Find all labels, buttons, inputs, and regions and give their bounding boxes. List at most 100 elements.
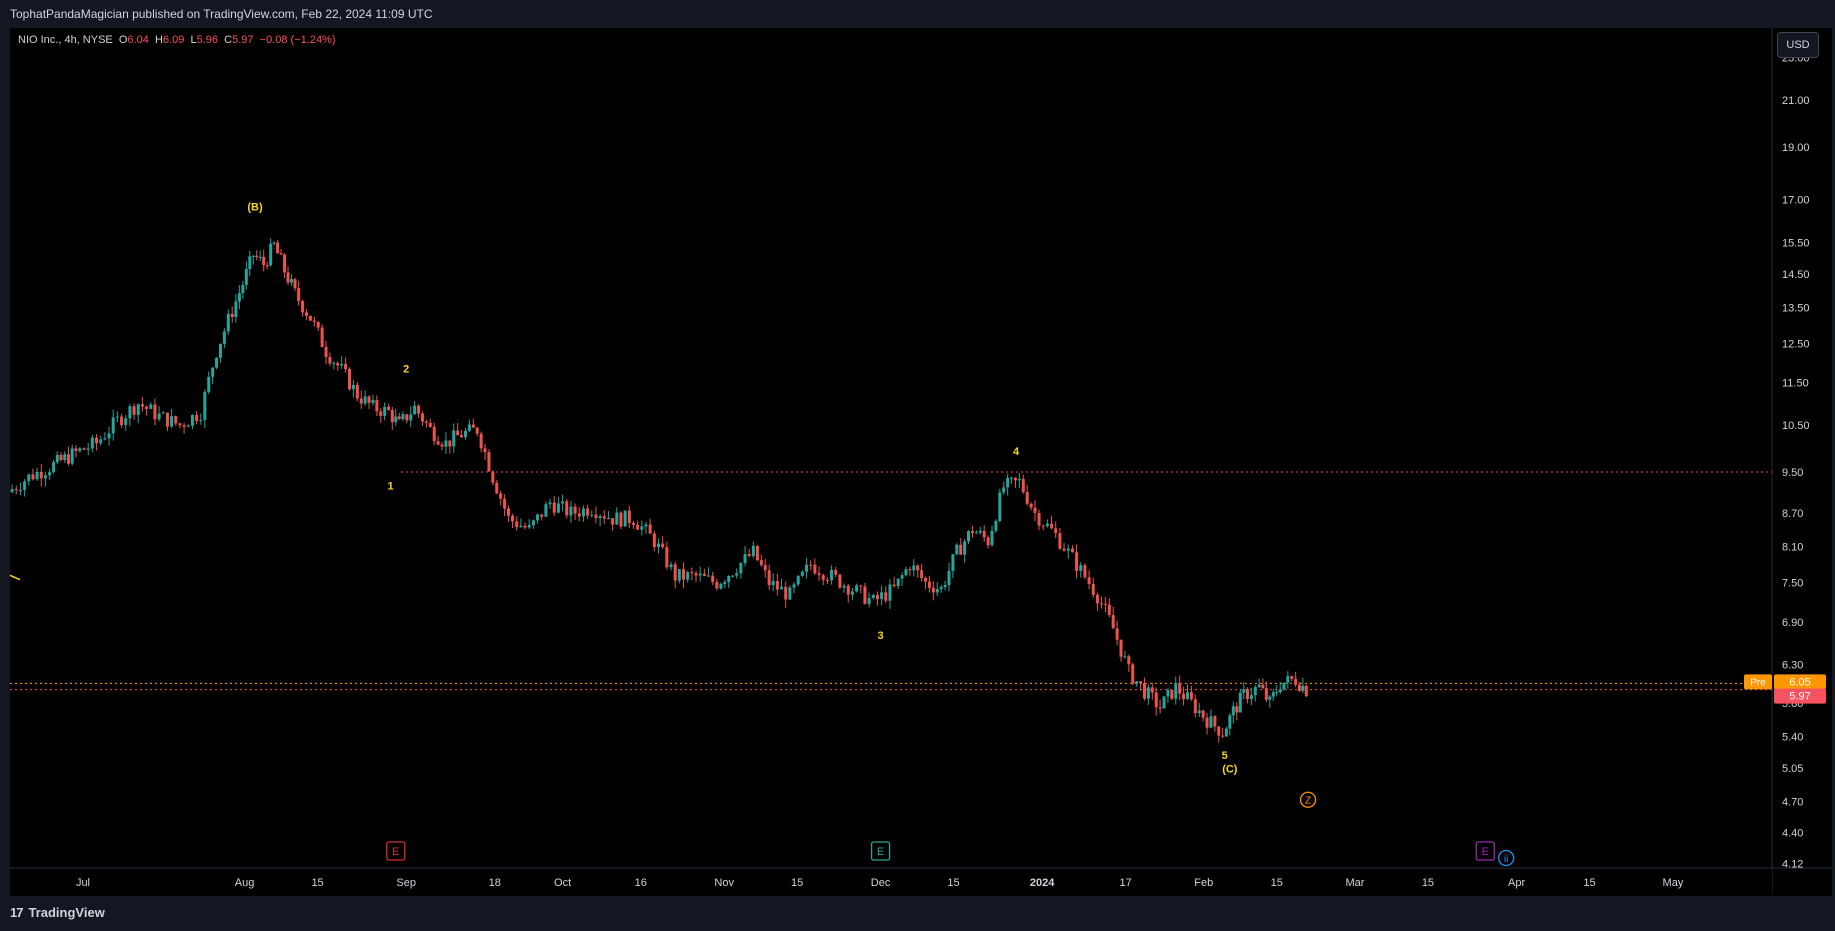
- candle-body: [99, 439, 103, 444]
- candle-body: [846, 585, 850, 595]
- dividend-marker-label: Z: [1305, 796, 1311, 807]
- candle-body: [531, 520, 535, 526]
- candles-group: [10, 238, 1308, 743]
- candle-body: [904, 569, 908, 576]
- time-tick-label: Feb: [1194, 877, 1213, 889]
- footer-bar: 17 TradingView: [0, 896, 1835, 931]
- candle-body: [1235, 706, 1239, 713]
- price-tick-label: 17.00: [1782, 194, 1810, 206]
- tradingview-logo-icon: 17: [10, 905, 24, 920]
- candle-body: [661, 543, 665, 548]
- candle-body: [959, 544, 963, 555]
- candle-body: [1209, 716, 1213, 728]
- price-tick-label: 15.50: [1782, 238, 1810, 250]
- candle-body: [974, 532, 978, 534]
- candle-body: [483, 448, 487, 453]
- candle-body: [241, 284, 245, 294]
- candle-body: [1231, 706, 1235, 716]
- candle-body: [611, 518, 615, 525]
- candle-body: [471, 424, 475, 428]
- price-tick-label: 6.30: [1782, 659, 1803, 671]
- candle-body: [199, 419, 203, 421]
- candle-body: [262, 256, 266, 266]
- candle-body: [943, 585, 947, 588]
- candle-body: [1189, 692, 1193, 700]
- candle-body: [207, 376, 211, 392]
- time-tick-label: 18: [489, 877, 501, 889]
- candle-body: [124, 418, 128, 425]
- candle-body: [10, 489, 14, 493]
- candle-body: [1045, 523, 1049, 526]
- tradingview-brand[interactable]: 17 TradingView: [10, 905, 105, 920]
- candle-body: [103, 438, 107, 440]
- candle-body: [1275, 692, 1279, 694]
- candle-body: [1174, 682, 1178, 699]
- candle-body: [283, 254, 287, 273]
- candle-body: [927, 581, 931, 588]
- candle-body: [304, 312, 308, 316]
- candle-body: [1228, 715, 1232, 729]
- candle-body: [871, 594, 875, 598]
- candle-body: [456, 430, 460, 436]
- candle-body: [747, 554, 751, 556]
- time-tick-label: Aug: [235, 877, 255, 889]
- candle-body: [195, 415, 199, 421]
- candle-body: [784, 586, 788, 600]
- candle-body: [800, 571, 804, 576]
- price-tick-label: 10.50: [1782, 420, 1810, 432]
- candle-body: [413, 405, 417, 415]
- candle-body: [43, 475, 47, 479]
- candle-body: [258, 256, 262, 258]
- candle-body: [491, 471, 495, 483]
- candle-body: [767, 570, 771, 586]
- candle-body: [1264, 688, 1268, 700]
- candle-body: [332, 363, 336, 365]
- wave-label: 2: [403, 363, 409, 375]
- candle-body: [970, 531, 974, 534]
- candle-body: [409, 414, 413, 421]
- candle-body: [312, 320, 316, 322]
- candle-body: [813, 564, 817, 574]
- candle-body: [1083, 565, 1087, 578]
- candle-body: [1154, 692, 1158, 708]
- candle-body: [978, 530, 982, 533]
- candle-body: [226, 313, 230, 332]
- candle-body: [460, 435, 464, 438]
- candle-body: [367, 396, 371, 403]
- candle-body: [394, 416, 398, 423]
- candle-body: [916, 565, 920, 571]
- candle-body: [230, 313, 234, 318]
- candle-body: [627, 510, 631, 524]
- candle-body: [74, 448, 78, 451]
- candle-body: [265, 265, 269, 267]
- candle-body: [519, 525, 523, 527]
- earnings-marker: [386, 841, 406, 861]
- candle-body: [850, 591, 854, 595]
- candle-body: [475, 427, 479, 434]
- price-axis-panel: [1772, 28, 1832, 868]
- candle-body: [673, 564, 677, 581]
- candle-body: [544, 504, 548, 517]
- candle-body: [279, 253, 283, 255]
- price-tick-label: 11.50: [1782, 377, 1809, 389]
- candle-body: [727, 576, 731, 582]
- price-axis-tag: [1774, 674, 1826, 690]
- candle-body: [237, 293, 241, 302]
- candle-body: [1282, 682, 1286, 690]
- candle-body: [792, 584, 796, 588]
- candle-body: [1257, 684, 1261, 688]
- candle-body: [328, 357, 332, 364]
- chart-frame[interactable]: [10, 28, 1832, 896]
- candle-body: [211, 367, 215, 377]
- candle-body: [780, 586, 784, 590]
- candle-body: [900, 575, 904, 579]
- candle-body: [1182, 693, 1186, 700]
- currency-button[interactable]: USD: [1777, 32, 1819, 58]
- candle-body: [615, 512, 619, 525]
- publish-info: TophatPandaMagician published on Trading…: [10, 7, 433, 21]
- candle-body: [998, 492, 1002, 521]
- candle-body: [59, 454, 63, 461]
- candle-body: [511, 515, 515, 522]
- price-chart[interactable]: 23.0021.0019.0017.0015.5014.5013.5012.50…: [0, 0, 1835, 896]
- candle-body: [86, 448, 90, 450]
